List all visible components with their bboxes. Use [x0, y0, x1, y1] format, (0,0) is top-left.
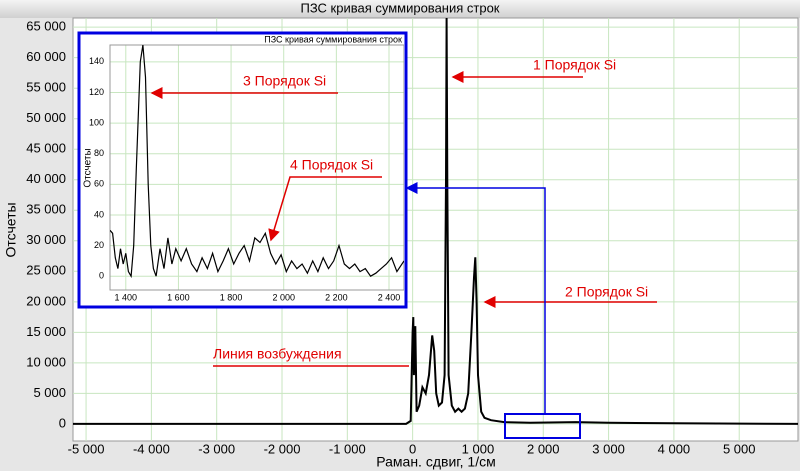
- zoom-connector: [405, 182, 546, 414]
- y-tick-label: 50 000: [26, 110, 66, 125]
- y-tick-label: 40 000: [26, 171, 66, 186]
- x-tick-label: 2 000: [527, 441, 560, 456]
- annotation: 1 Порядок Si: [533, 57, 616, 73]
- x-tick-label: -2 000: [264, 441, 301, 456]
- y-tick-label: 55 000: [26, 80, 66, 95]
- annotation: Линия возбуждения: [213, 346, 342, 362]
- y-tick-label: 30 000: [26, 232, 66, 247]
- x-tick-label: 1 400: [115, 292, 138, 302]
- y-axis-label: Отсчеты: [3, 202, 19, 257]
- chart-title: ПЗС кривая суммирования строк: [264, 34, 402, 44]
- x-tick-label: 3 000: [592, 441, 625, 456]
- y-axis-label: Отсчеты: [83, 148, 94, 187]
- x-tick-label: 0: [409, 441, 416, 456]
- x-tick-label: 1 000: [462, 441, 495, 456]
- y-tick-label: 100: [89, 117, 104, 127]
- y-tick-label: 80: [94, 148, 104, 158]
- inset-frame: [77, 31, 408, 309]
- zoom-indicator: [405, 182, 581, 439]
- x-axis-label: Раман. сдвиг, 1/см: [376, 454, 496, 470]
- x-tick-label: 2 400: [378, 292, 401, 302]
- y-tick-label: 0: [99, 271, 104, 281]
- inset-plot-area: [109, 44, 404, 291]
- y-tick-label: 20: [94, 240, 104, 250]
- x-tick-label: 1 600: [167, 292, 190, 302]
- annotation-arrow: [268, 176, 382, 242]
- y-tick-label: 40: [94, 209, 104, 219]
- annotation: 2 Порядок Si: [565, 284, 648, 300]
- y-tick-label: 60 000: [26, 49, 66, 64]
- y-tick-label: 45 000: [26, 141, 66, 156]
- x-tick-label: 4 000: [658, 441, 691, 456]
- y-tick-label: 20 000: [26, 293, 66, 308]
- y-tick-label: 140: [89, 56, 104, 66]
- main-plot: -5 000 -4 000 -3 000 -2 000 -1 000 0 1 000 2 00…: [3, 0, 798, 470]
- x-tick-label: 2 000: [272, 292, 295, 302]
- chart-title: ПЗС кривая суммирования строк: [300, 0, 499, 15]
- title-bar: [0, 0, 800, 18]
- y-tick-label: 0: [59, 415, 66, 430]
- y-tick-label: 120: [89, 87, 104, 97]
- y-tick-label: 60: [94, 179, 104, 189]
- x-tick-label: -1 000: [329, 441, 366, 456]
- y-tick-label: 10 000: [26, 354, 66, 369]
- x-tick-label: 5 000: [723, 441, 756, 456]
- y-tick-label: 5 000: [33, 385, 66, 400]
- y-tick-label: 15 000: [26, 324, 66, 339]
- inset-plot: 1 400 1 600 1 800 2 000 2 200 2 400 0 20 40 60 80 1…: [83, 34, 404, 316]
- annotation: 3 Порядок Si: [243, 73, 326, 89]
- data-line: [73, 18, 798, 425]
- y-tick-label: 35 000: [26, 202, 66, 217]
- y-tick-label: 65 000: [26, 19, 66, 34]
- zoom-box: [504, 413, 581, 439]
- data-line: [110, 45, 404, 279]
- x-tick-label: 1 800: [220, 292, 243, 302]
- y-tick-label: 25 000: [26, 263, 66, 278]
- annotation: 4 Порядок Si: [290, 157, 373, 173]
- x-axis-label: Раман. сдвиг, 1/см: [214, 305, 299, 316]
- x-tick-label: -5 000: [68, 441, 105, 456]
- x-tick-label: -3 000: [198, 441, 235, 456]
- x-tick-label: 2 200: [325, 292, 348, 302]
- x-tick-label: -4 000: [133, 441, 170, 456]
